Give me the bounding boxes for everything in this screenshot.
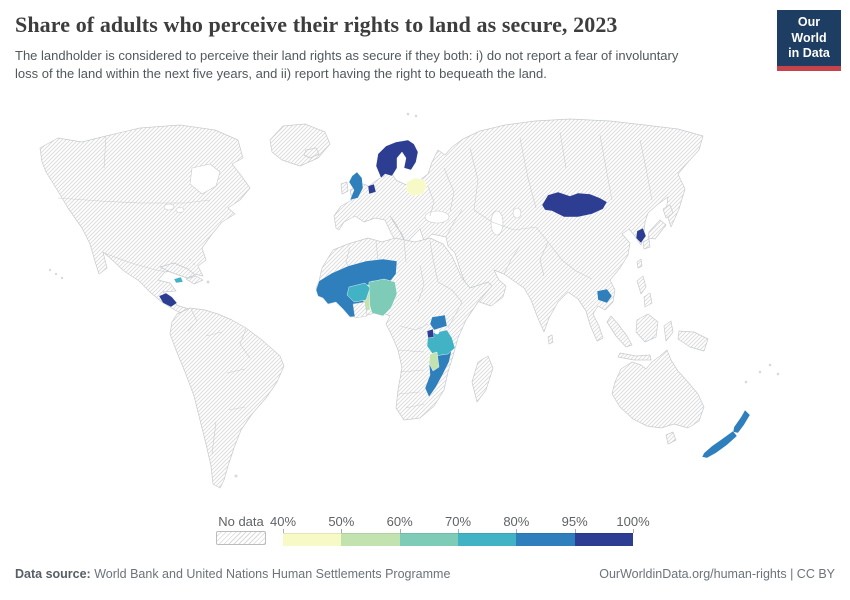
legend-tickmark: [399, 529, 401, 533]
continent-eurasia: [333, 118, 704, 342]
logo-accent-bar: [777, 65, 841, 71]
country-greenland: [269, 123, 331, 167]
data-source-label: Data source:: [15, 567, 91, 581]
aral-sea: [512, 207, 522, 219]
island-sri-lanka: [547, 334, 554, 345]
credit-line: OurWorldinData.org/human-rights | CC BY: [599, 567, 835, 581]
country-iceland: [303, 147, 320, 159]
data-source-line: Data source: World Bank and United Natio…: [15, 567, 450, 581]
legend-tick-70: 70%: [444, 514, 472, 529]
legend-bin-40-50[interactable]: [283, 533, 342, 546]
legend-bin-70-80[interactable]: [457, 533, 517, 546]
country-uganda[interactable]: [429, 314, 448, 331]
legend-bin-60-70[interactable]: [399, 533, 458, 546]
island-new-guinea: [677, 330, 709, 352]
island-cuba: [159, 262, 196, 279]
legend-tick-50: 50%: [328, 514, 355, 529]
country-cambodia[interactable]: [596, 288, 613, 304]
lake-victoria: [434, 329, 440, 335]
legend-tick-labels: 40% 50% 60% 70% 80% 95% 100%: [270, 514, 650, 531]
legend-tickmark: [516, 529, 518, 533]
legend-tickmark: [341, 529, 343, 533]
country-madagascar: [471, 355, 494, 403]
legend-bin-95-100[interactable]: [574, 533, 633, 546]
legend-tick-100: 100%: [616, 514, 650, 529]
legend-tickmark: [458, 529, 459, 533]
owid-link[interactable]: OurWorldinData.org/human-rights: [599, 567, 787, 581]
caspian-sea: [490, 210, 504, 236]
island-philippines-north: [636, 275, 647, 295]
logo-line-1: Our World: [791, 15, 827, 45]
continent-north-america: [39, 124, 251, 316]
legend-no-data-swatch[interactable]: [216, 531, 266, 545]
island-sulawesi: [663, 320, 674, 342]
hudson-bay: [189, 163, 221, 195]
owid-logo-box: Our World in Data: [777, 10, 841, 66]
country-rwanda[interactable]: [426, 328, 435, 339]
license-label: | CC BY: [786, 567, 835, 581]
legend-bin-80-95[interactable]: [516, 533, 575, 546]
legend-tick-40: 40%: [269, 514, 297, 529]
world-map: [39, 112, 780, 489]
country-united-kingdom[interactable]: [348, 171, 364, 201]
page-title: Share of adults who perceive their right…: [15, 12, 618, 37]
legend-tick-60: 60%: [386, 514, 413, 529]
legend-tick-95: 95%: [561, 514, 588, 529]
legend-tickmark: [283, 529, 284, 533]
country-mongolia[interactable]: [541, 191, 608, 218]
country-belarus[interactable]: [405, 177, 428, 197]
legend-no-data-label: No data: [218, 514, 264, 529]
data-source-value: World Bank and United Nations Human Sett…: [90, 567, 451, 581]
owid-logo[interactable]: Our World in Data: [777, 10, 841, 71]
island-borneo: [635, 313, 659, 343]
logo-line-2: in Data: [788, 46, 830, 61]
island-sumatra: [606, 315, 633, 348]
continent-south-america: [169, 307, 285, 489]
country-new-zealand-south[interactable]: [701, 430, 738, 459]
chart-header: Share of adults who perceive their right…: [15, 12, 775, 84]
country-ghana-no-data[interactable]: [352, 301, 368, 319]
country-new-zealand-north[interactable]: [732, 409, 751, 434]
island-philippines-south: [643, 292, 653, 308]
inland-water: [163, 163, 522, 236]
country-burkina-faso[interactable]: [346, 282, 371, 303]
country-malawi[interactable]: [428, 351, 440, 372]
legend-tick-80: 80%: [503, 514, 530, 529]
black-sea: [424, 210, 450, 224]
country-ireland: [340, 181, 349, 195]
footer: Data source: World Bank and United Natio…: [15, 567, 835, 581]
country-south-korea[interactable]: [635, 227, 647, 244]
legend-tickmark: [633, 529, 634, 533]
country-scandinavia[interactable]: [375, 139, 419, 179]
legend-tickmark: [574, 529, 576, 533]
small-islands: [48, 112, 780, 478]
island-honshu: [647, 219, 667, 240]
island-hokkaido: [662, 204, 674, 219]
country-borders: [57, 131, 653, 455]
legend-no-data[interactable]: No data: [216, 514, 266, 545]
great-lakes-west: [163, 203, 175, 211]
legend-color-scale: 40% 50% 60% 70% 80% 95% 100%: [270, 514, 650, 546]
legend-bin-50-60[interactable]: [341, 533, 400, 546]
map-canvas: [0, 110, 850, 508]
country-netherlands[interactable]: [367, 183, 377, 195]
country-jamaica[interactable]: [173, 276, 184, 284]
country-costa-rica[interactable]: [158, 292, 178, 308]
legend-color-bar: [283, 529, 634, 546]
great-lakes-east: [175, 207, 185, 213]
island-hispaniola: [185, 275, 204, 285]
map-legend: No data 40% 50% 60% 70% 80% 95% 100%: [0, 514, 850, 556]
island-taiwan: [636, 258, 643, 269]
country-australia: [611, 349, 705, 429]
page-subtitle: The landholder is considered to perceive…: [15, 48, 679, 82]
island-java: [617, 352, 652, 361]
island-tasmania: [665, 431, 677, 445]
data-countries: [158, 139, 751, 459]
island-kyushu: [642, 238, 651, 250]
